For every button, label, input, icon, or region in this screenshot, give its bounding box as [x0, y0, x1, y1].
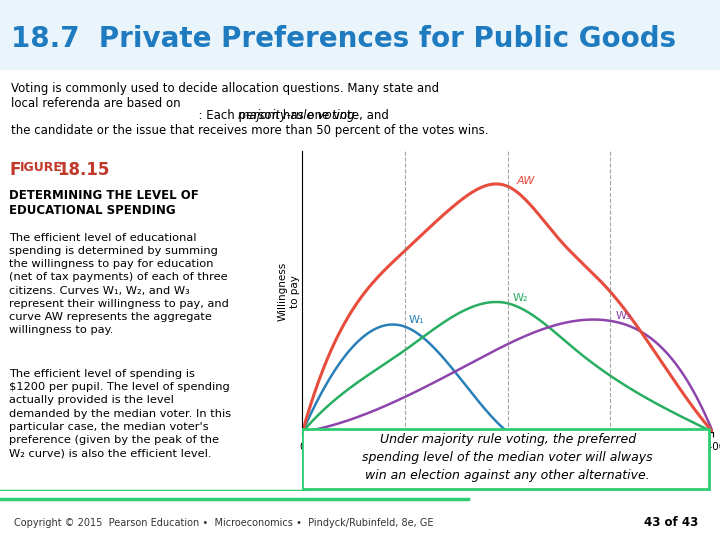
Text: The efficient level of spending is
$1200 per pupil. The level of spending
actual: The efficient level of spending is $1200… [9, 369, 231, 458]
Text: Voting is commonly used to decide allocation questions. Many state and
local ref: Voting is commonly used to decide alloca… [11, 82, 439, 110]
Y-axis label: Willingness
to pay: Willingness to pay [278, 262, 300, 321]
Text: W₃: W₃ [616, 310, 631, 321]
Text: 18.15: 18.15 [58, 161, 109, 179]
Text: F: F [9, 161, 21, 179]
Text: 18.7  Private Preferences for Public Goods: 18.7 Private Preferences for Public Good… [11, 25, 676, 52]
Text: 43 of 43: 43 of 43 [644, 516, 698, 530]
Text: W₁: W₁ [408, 315, 424, 325]
FancyBboxPatch shape [302, 429, 708, 489]
Text: Copyright © 2015  Pearson Education •  Microeconomics •  Pindyck/Rubinfeld, 8e, : Copyright © 2015 Pearson Education • Mic… [14, 518, 434, 528]
Text: W₂: W₂ [513, 293, 528, 303]
Text: DETERMINING THE LEVEL OF
EDUCATIONAL SPENDING: DETERMINING THE LEVEL OF EDUCATIONAL SPE… [9, 188, 199, 217]
Text: IGURE: IGURE [20, 161, 63, 174]
X-axis label: Education spending per pupil (in dollars): Education spending per pupil (in dollars… [402, 457, 613, 467]
FancyBboxPatch shape [0, 0, 720, 70]
FancyBboxPatch shape [626, 0, 720, 70]
Text: The efficient level of educational
spending is determined by summing
the willing: The efficient level of educational spend… [9, 233, 229, 335]
Text: majority-rule voting: majority-rule voting [238, 109, 354, 122]
Text: : Each person has one vote, and
the candidate or the issue that receives more th: : Each person has one vote, and the cand… [11, 109, 488, 137]
Text: Under majority rule voting, the preferred
spending level of the median voter wil: Under majority rule voting, the preferre… [362, 433, 653, 482]
Text: AW: AW [516, 176, 534, 186]
